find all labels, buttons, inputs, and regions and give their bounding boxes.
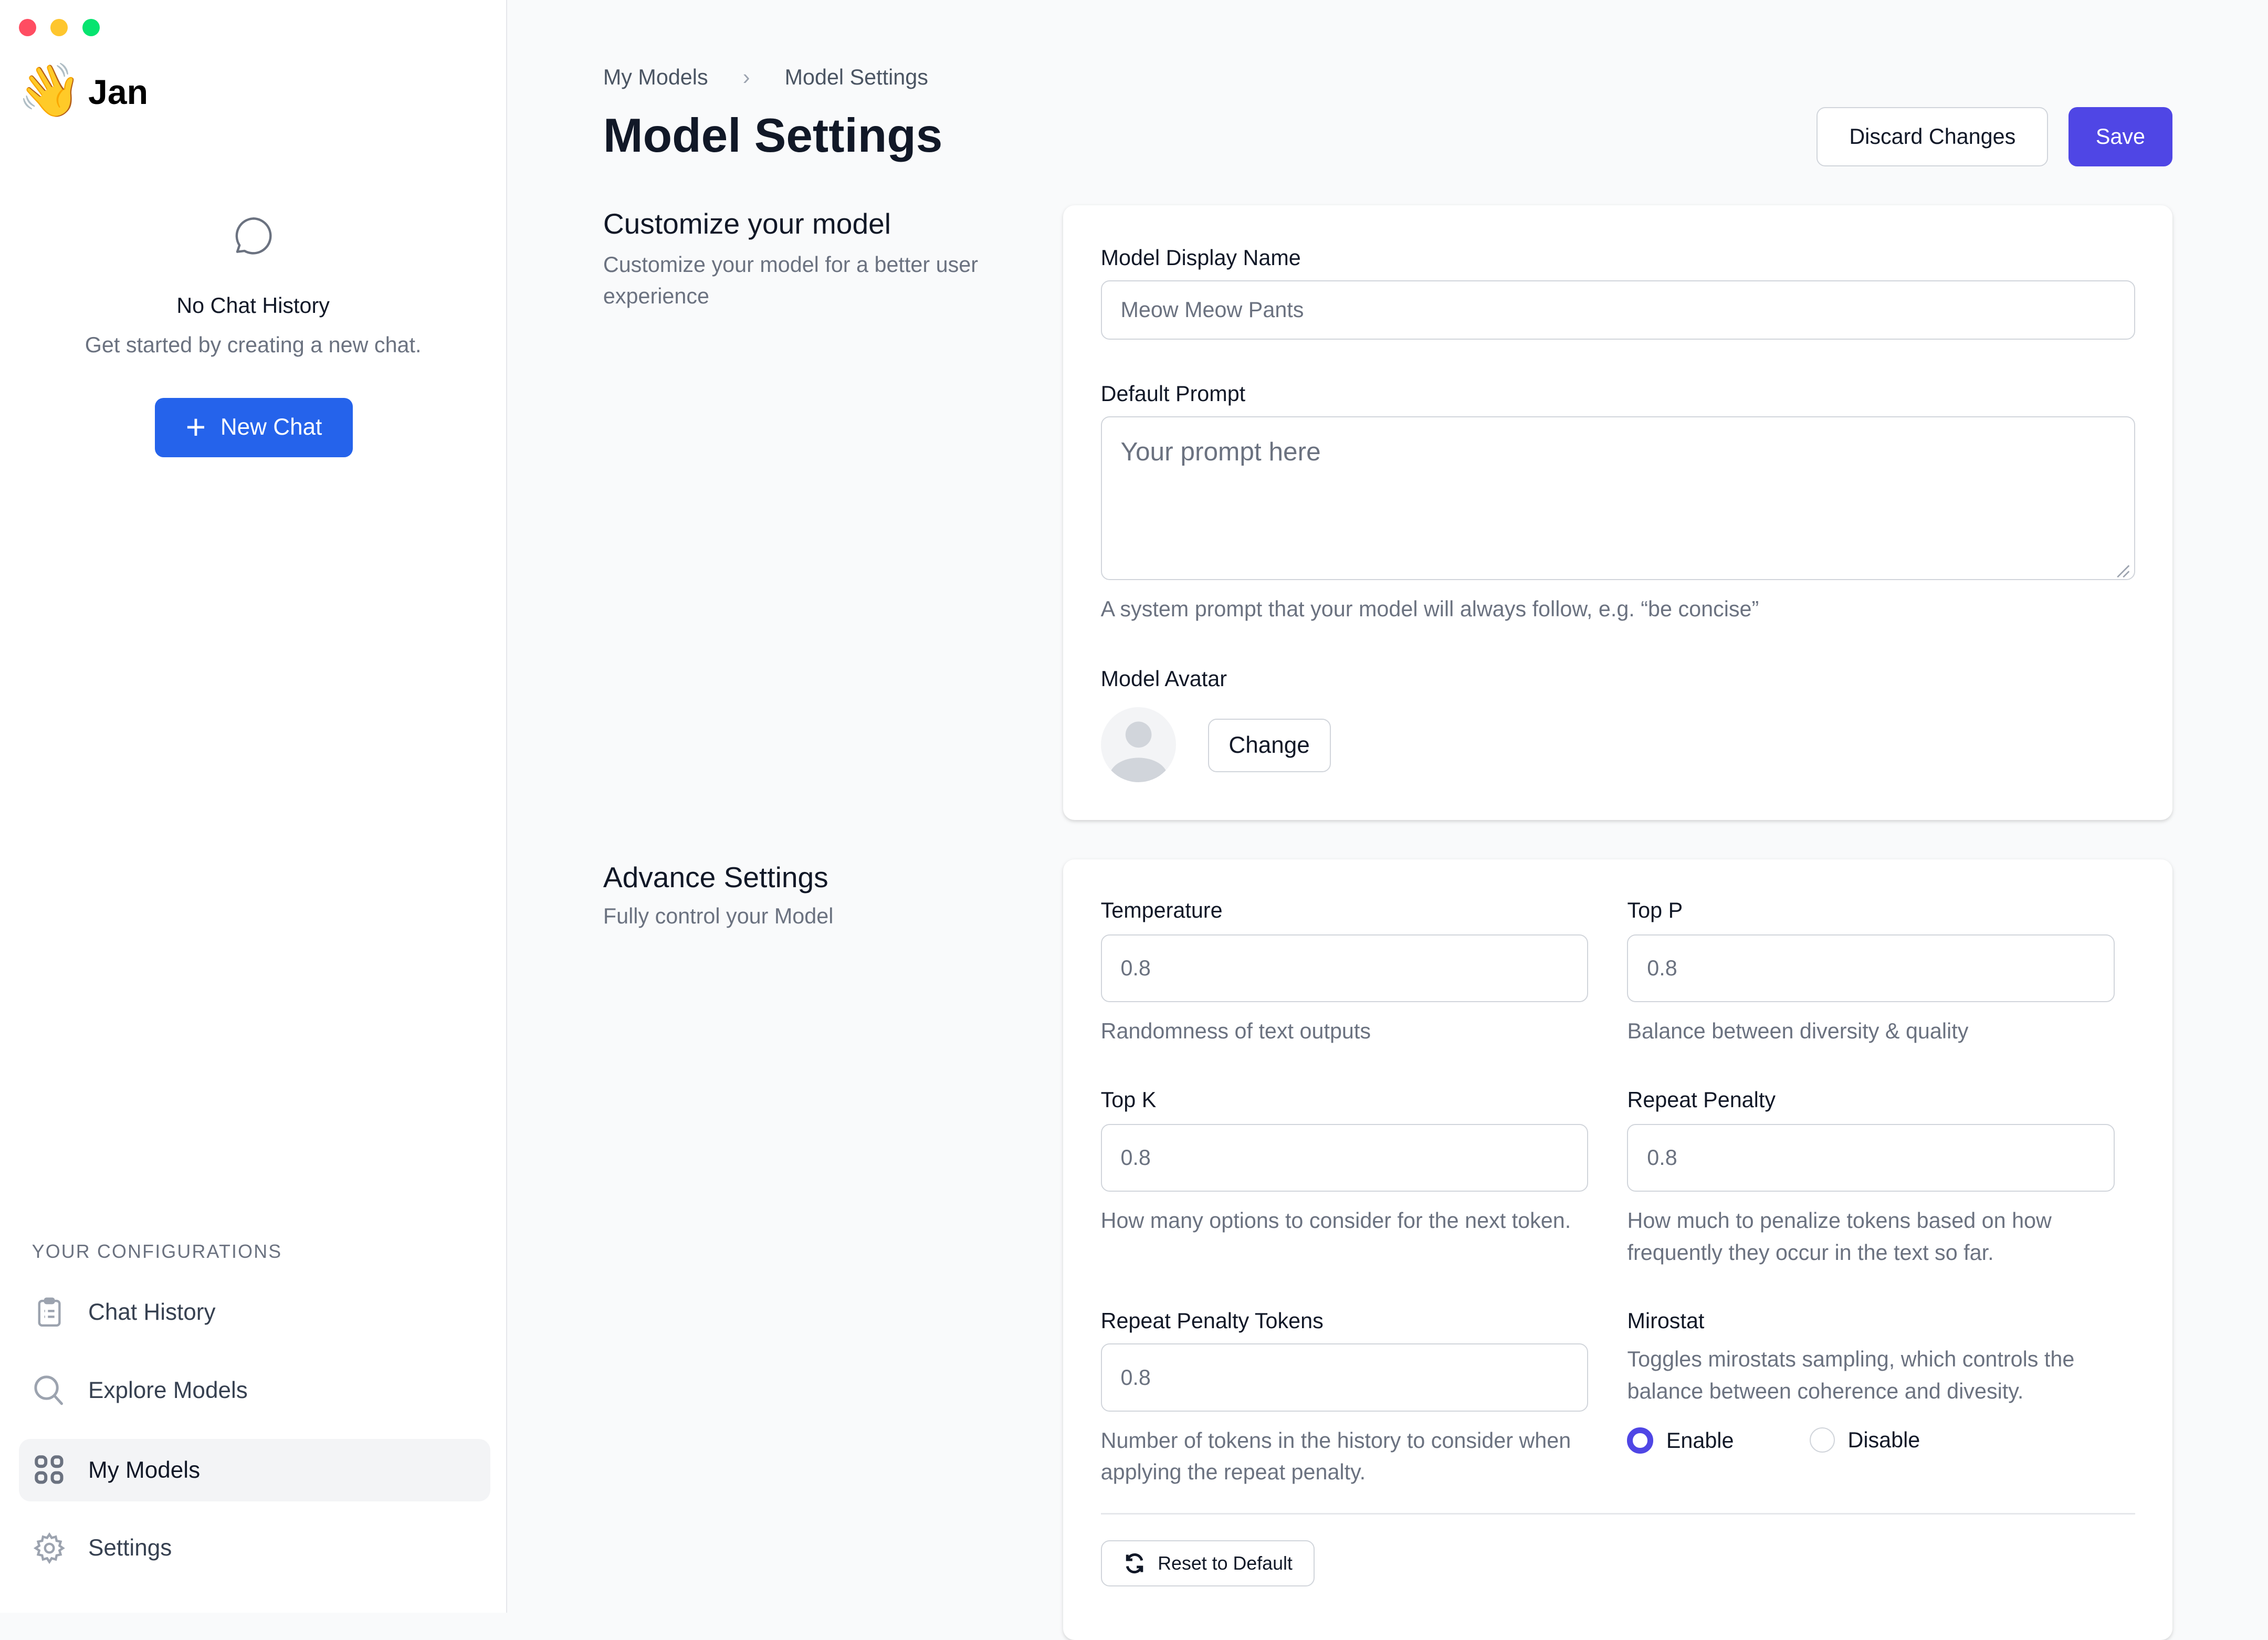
model-avatar-label: Model Avatar: [1100, 667, 1227, 691]
resize-handle-icon[interactable]: [2113, 558, 2130, 584]
top-p-label: Top P: [1627, 898, 1683, 922]
sidebar-item-settings[interactable]: Settings: [19, 1517, 490, 1579]
temperature-label: Temperature: [1100, 898, 1223, 922]
plus-icon: +: [185, 407, 206, 447]
discard-changes-button[interactable]: Discard Changes: [1816, 107, 2049, 166]
reset-label: Reset to Default: [1158, 1552, 1293, 1574]
waving-hand-icon: 👋: [17, 61, 82, 120]
grid-icon: [32, 1453, 67, 1487]
sidebar: 👋 Jan No Chat History Get started by cre…: [0, 0, 508, 1613]
search-icon: [32, 1373, 67, 1408]
clipboard-list-icon: [32, 1295, 67, 1330]
repeat-penalty-help: How much to penalize tokens based on how…: [1627, 1208, 2052, 1265]
mirostat-disable-radio[interactable]: Disable: [1809, 1427, 1920, 1453]
customize-subtitle: Customize your model for a better user e…: [603, 252, 978, 309]
page-title: Model Settings: [603, 109, 943, 162]
breadcrumb-my-models[interactable]: My Models: [603, 65, 708, 89]
default-prompt-textarea[interactable]: Your prompt here: [1100, 416, 2135, 580]
refresh-icon: [1123, 1552, 1146, 1575]
temperature-input[interactable]: 0.8: [1100, 934, 1589, 1003]
default-prompt-help: A system prompt that your model will alw…: [1100, 596, 1759, 621]
sidebar-item-explore-models[interactable]: Explore Models: [19, 1360, 490, 1422]
temperature-help: Randomness of text outputs: [1100, 1019, 1371, 1044]
top-k-input[interactable]: 0.8: [1100, 1123, 1589, 1192]
empty-state-title: No Chat History: [176, 293, 330, 318]
top-k-label: Top K: [1100, 1087, 1157, 1112]
window-close-button[interactable]: [18, 18, 36, 36]
save-button[interactable]: Save: [2068, 107, 2173, 166]
sidebar-item-chat-history[interactable]: Chat History: [19, 1281, 490, 1343]
user-placeholder-icon: [1109, 721, 1168, 783]
radio-unselected-icon: [1809, 1427, 1835, 1453]
section-title: YOUR CONFIGURATIONS: [32, 1240, 282, 1262]
divider: [1100, 1512, 2135, 1515]
window-maximize-button[interactable]: [82, 18, 100, 36]
chevron-right-icon: ›: [742, 65, 750, 89]
repeat-penalty-tokens-help: Number of tokens in the history to consi…: [1100, 1428, 1571, 1485]
new-chat-button[interactable]: + New Chat: [154, 397, 353, 457]
customize-title: Customize your model: [603, 207, 891, 240]
app-name: Jan: [88, 72, 148, 112]
mirostat-help: Toggles mirostats sampling, which contro…: [1627, 1347, 2075, 1404]
new-chat-label: New Chat: [220, 414, 322, 440]
window-minimize-button[interactable]: [50, 18, 68, 36]
sidebar-item-label: Settings: [88, 1535, 172, 1561]
advanced-subtitle: Fully control your Model: [603, 903, 834, 928]
empty-state-subtitle: Get started by creating a new chat.: [85, 332, 422, 357]
default-prompt-label: Default Prompt: [1100, 382, 1246, 406]
mirostat-enable-radio[interactable]: Enable: [1627, 1427, 1734, 1454]
chat-bubble-icon: [232, 214, 275, 264]
breadcrumb-model-settings: Model Settings: [784, 65, 928, 89]
sidebar-item-label: My Models: [88, 1457, 201, 1483]
breadcrumb: My Models › Model Settings: [603, 65, 928, 90]
reset-to-default-button[interactable]: Reset to Default: [1100, 1540, 1315, 1587]
mirostat-label: Mirostat: [1627, 1309, 1705, 1333]
sidebar-item-label: Explore Models: [88, 1378, 248, 1404]
display-name-label: Model Display Name: [1100, 246, 1301, 270]
radio-label: Enable: [1666, 1428, 1734, 1453]
repeat-penalty-tokens-label: Repeat Penalty Tokens: [1100, 1309, 1324, 1333]
gear-icon: [32, 1531, 67, 1565]
display-name-input[interactable]: Meow Meow Pants: [1100, 280, 2135, 340]
top-p-input[interactable]: 0.8: [1627, 934, 2115, 1003]
repeat-penalty-tokens-input[interactable]: 0.8: [1100, 1343, 1589, 1412]
top-k-help: How many options to consider for the nex…: [1100, 1208, 1571, 1233]
radio-selected-icon: [1627, 1427, 1654, 1454]
avatar: [1100, 707, 1176, 783]
sidebar-item-my-models[interactable]: My Models: [18, 1439, 490, 1501]
repeat-penalty-input[interactable]: 0.8: [1627, 1123, 2115, 1192]
sidebar-item-label: Chat History: [88, 1299, 216, 1326]
repeat-penalty-label: Repeat Penalty: [1627, 1087, 1776, 1112]
advanced-title: Advance Settings: [603, 861, 828, 894]
top-p-help: Balance between diversity & quality: [1627, 1019, 1969, 1044]
radio-label: Disable: [1847, 1427, 1920, 1452]
change-avatar-button[interactable]: Change: [1208, 719, 1331, 773]
